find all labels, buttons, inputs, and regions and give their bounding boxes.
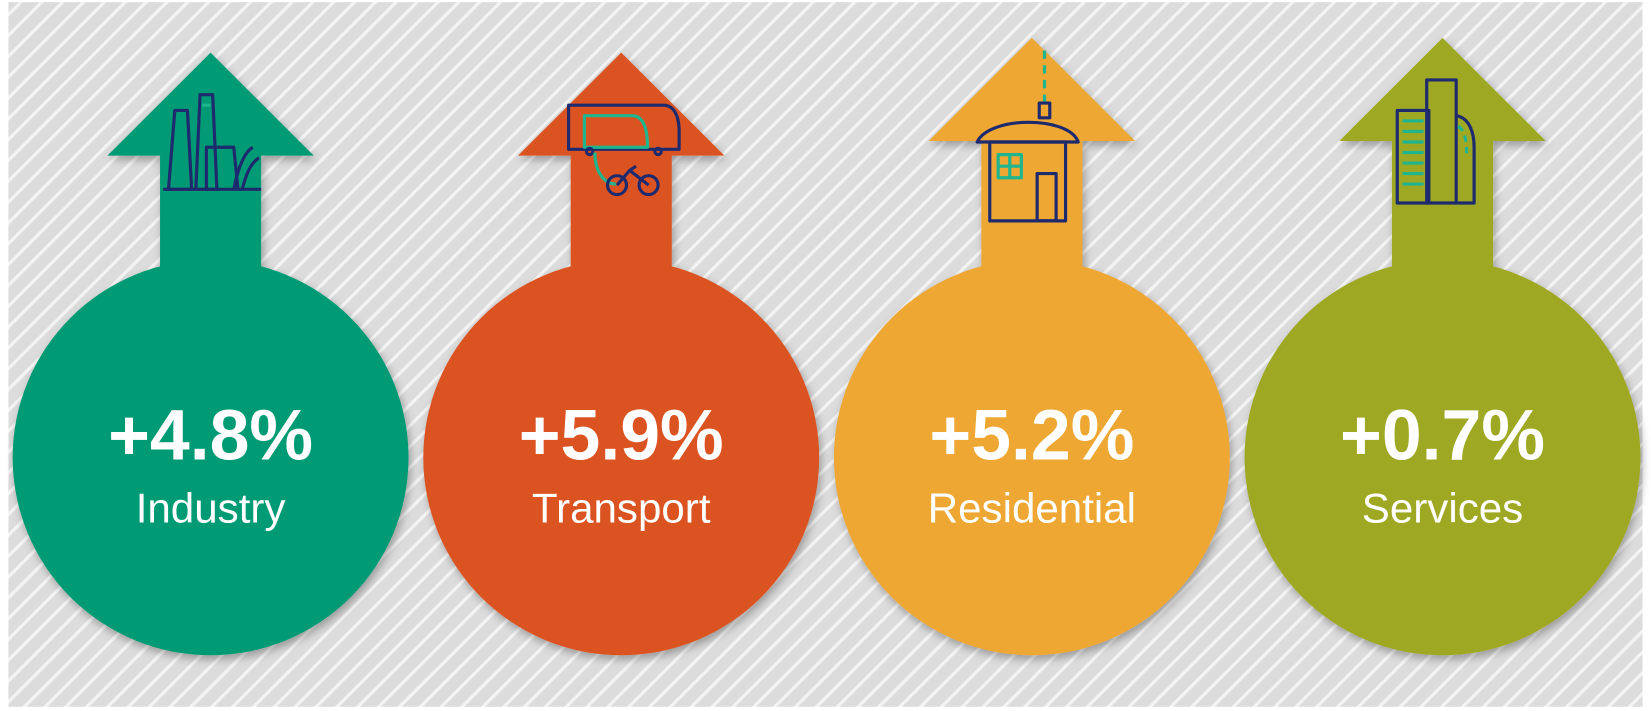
value: +5.2%: [929, 396, 1134, 476]
label: Transport: [532, 485, 711, 532]
value: +4.8%: [108, 396, 313, 476]
arrow-circle: [833, 37, 1230, 656]
arrow-circle: [12, 52, 409, 656]
label: Industry: [136, 485, 286, 532]
house-icon: [975, 50, 1080, 223]
value: +5.9%: [519, 396, 724, 476]
building-icon: [1395, 78, 1476, 205]
factory-icon: [163, 93, 262, 191]
texts: +4.8% Industry +5.9% Transport +5.2% Resident…: [108, 396, 1545, 532]
circle: [12, 259, 409, 656]
arrow-circle: [1244, 37, 1641, 656]
shapes: [12, 37, 1641, 656]
transport-icon: [567, 103, 681, 197]
label: Services: [1362, 485, 1523, 532]
circle: [423, 259, 820, 656]
arrow: [1339, 37, 1546, 306]
value: +0.7%: [1340, 396, 1545, 476]
arrow: [107, 52, 314, 306]
label: Residential: [928, 485, 1136, 532]
arrow: [928, 37, 1136, 306]
circle: [1244, 259, 1641, 656]
circle: [833, 259, 1230, 656]
